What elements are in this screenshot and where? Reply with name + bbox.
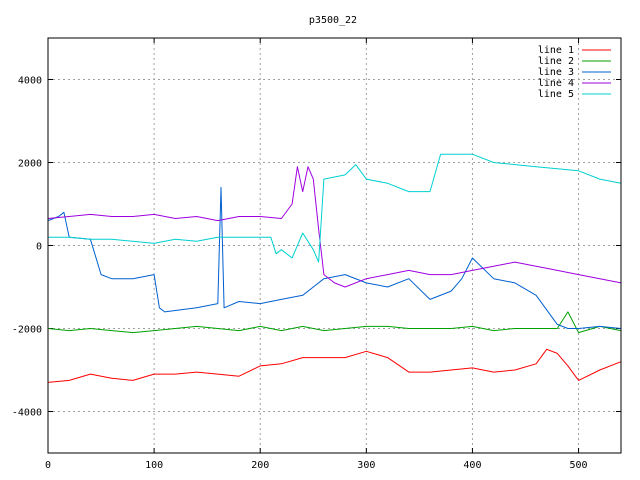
legend-label: line 5 xyxy=(538,89,574,100)
legend-label: line 4 xyxy=(538,78,574,89)
series-line-4 xyxy=(47,166,622,288)
x-tick-label: 0 xyxy=(45,460,51,471)
series-line-2 xyxy=(47,311,622,334)
x-tick-label: 200 xyxy=(251,460,269,471)
series-line-3 xyxy=(47,186,622,329)
x-tick-label: 100 xyxy=(145,460,163,471)
legend-label: line 1 xyxy=(538,45,574,56)
y-tick-label: 4000 xyxy=(18,76,42,87)
plot-frame xyxy=(47,37,622,454)
series-line-1 xyxy=(47,348,622,383)
y-tick-label: -2000 xyxy=(12,325,42,336)
y-tick-label: 2000 xyxy=(18,159,42,170)
legend-label: line 2 xyxy=(538,56,574,67)
series-lines xyxy=(47,153,622,383)
y-tick-label: -4000 xyxy=(12,408,42,419)
series-line-5 xyxy=(48,153,622,263)
x-tick-label: 300 xyxy=(357,460,375,471)
axis-ticks: 0 100 200 300 400 500 -4000 -2000 0 2000 4000 xyxy=(12,38,621,471)
grid-lines xyxy=(48,38,621,453)
chart-title: p3500_22 xyxy=(309,15,357,26)
legend-label: line 3 xyxy=(538,67,574,78)
x-tick-label: 400 xyxy=(463,460,481,471)
y-tick-label: 0 xyxy=(36,242,42,253)
x-tick-label: 500 xyxy=(570,460,588,471)
